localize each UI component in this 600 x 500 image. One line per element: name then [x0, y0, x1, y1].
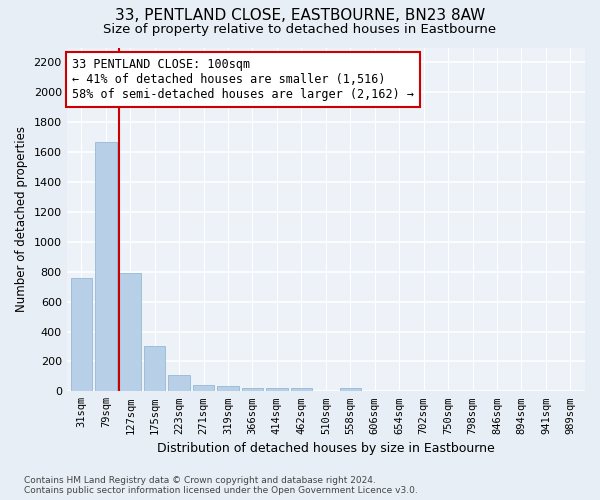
Bar [242, 388, 263, 392]
Bar [290, 388, 312, 392]
Text: 33 PENTLAND CLOSE: 100sqm
← 41% of detached houses are smaller (1,516)
58% of se: 33 PENTLAND CLOSE: 100sqm ← 41% of detac… [72, 58, 414, 101]
Text: Size of property relative to detached houses in Eastbourne: Size of property relative to detached ho… [103, 22, 497, 36]
Y-axis label: Number of detached properties: Number of detached properties [15, 126, 28, 312]
Bar [266, 388, 287, 392]
Text: 33, PENTLAND CLOSE, EASTBOURNE, BN23 8AW: 33, PENTLAND CLOSE, EASTBOURNE, BN23 8AW [115, 8, 485, 22]
Bar [144, 346, 166, 392]
Text: Contains HM Land Registry data © Crown copyright and database right 2024.
Contai: Contains HM Land Registry data © Crown c… [24, 476, 418, 495]
Bar [169, 375, 190, 392]
Bar [217, 386, 239, 392]
Bar [340, 388, 361, 392]
Bar [71, 278, 92, 392]
Bar [119, 273, 141, 392]
X-axis label: Distribution of detached houses by size in Eastbourne: Distribution of detached houses by size … [157, 442, 495, 455]
Bar [193, 384, 214, 392]
Bar [95, 142, 116, 392]
